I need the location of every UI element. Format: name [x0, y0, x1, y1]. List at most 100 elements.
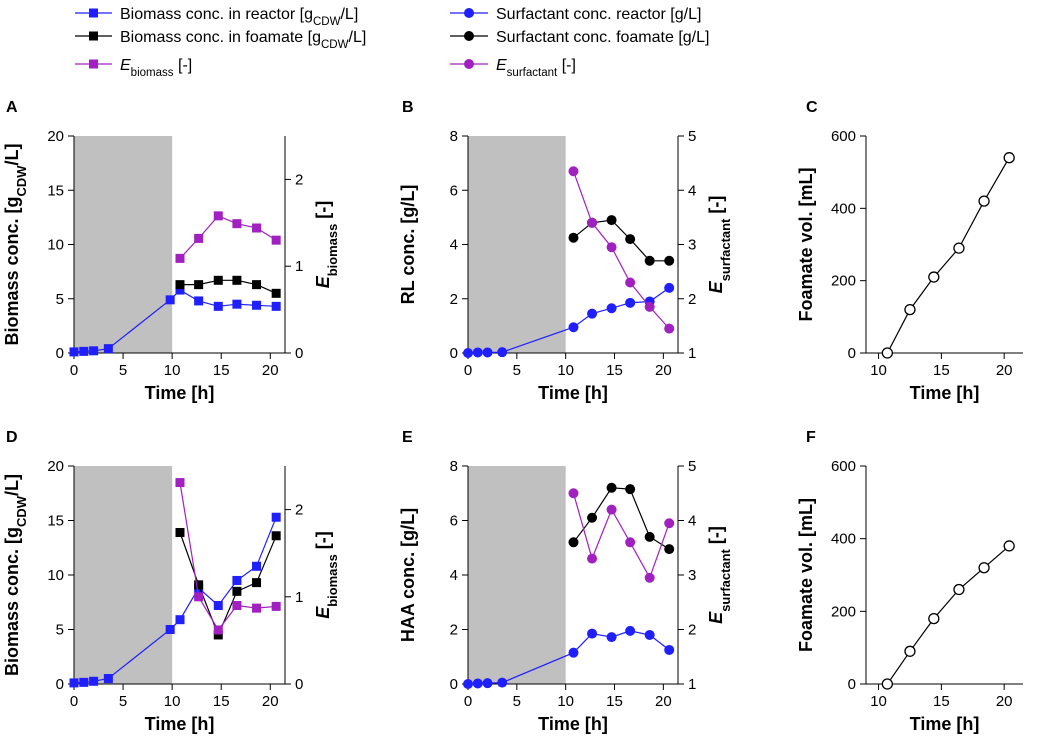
- data-point: [252, 603, 262, 613]
- y-tick-label: 6: [450, 513, 458, 530]
- batch-phase-shade: [468, 466, 566, 684]
- data-point: [271, 288, 281, 298]
- y2-axis-title-sub: surfactant: [718, 548, 733, 611]
- data-point: [625, 484, 636, 495]
- data-point: [953, 583, 965, 596]
- series-line: [573, 219, 670, 262]
- data-point: [625, 537, 636, 548]
- y2-tick-label: 1: [688, 345, 696, 362]
- data-point: [644, 531, 655, 542]
- series-surfactant-conc-reactor: [463, 625, 675, 689]
- y-tick-label: 10: [47, 567, 64, 584]
- data-point: [953, 242, 965, 254]
- y-axis-title: Foamate vol. [mL]: [796, 167, 816, 321]
- y2-axis-title: Ebiomass [-]: [313, 531, 340, 619]
- legend-label-post: [-]: [557, 57, 576, 74]
- y-tick-label: 400: [831, 200, 856, 217]
- data-point: [175, 280, 185, 290]
- y2-axis-title-main: E: [706, 280, 726, 293]
- legend-label-main: E: [496, 57, 507, 74]
- y-axis-title-main: Foamate vol. [mL]: [796, 167, 816, 321]
- y-tick-label: 2: [450, 622, 458, 639]
- y-tick-label: 2: [450, 291, 458, 308]
- data-point: [271, 512, 281, 522]
- data-point: [587, 628, 598, 639]
- data-point: [252, 300, 262, 310]
- legend-label: Ebiomass [-]: [120, 57, 192, 79]
- panel-letter: E: [402, 429, 413, 446]
- y-axis-title-main: Biomass conc. [g: [2, 196, 22, 345]
- data-point: [175, 615, 185, 625]
- series-biomass-conc-in-foamate: [175, 275, 281, 298]
- legend-label: Surfactant conc. foamate [g/L]: [496, 29, 709, 46]
- data-point: [587, 512, 598, 523]
- y2-axis-title: Ebiomass [-]: [313, 201, 340, 289]
- legend-label-post: /L]: [340, 6, 358, 23]
- x-axis-title: Time [h]: [538, 383, 608, 403]
- y-tick-label: 200: [831, 273, 856, 290]
- x-tick-label: 15: [933, 362, 950, 379]
- data-point: [928, 612, 940, 625]
- panel-letter: B: [402, 99, 414, 116]
- data-point: [271, 531, 281, 541]
- y-axis-title-main: HAA conc. [g/L]: [398, 508, 418, 642]
- x-tick-label: 0: [464, 693, 472, 710]
- y-tick-label: 15: [47, 513, 64, 530]
- legend-marker: [89, 31, 98, 41]
- y-tick-label: 0: [848, 345, 856, 362]
- data-point: [978, 195, 990, 207]
- y-tick-label: 6: [450, 182, 458, 199]
- y2-tick-label: 2: [295, 502, 303, 519]
- data-point: [606, 215, 617, 226]
- data-point: [194, 592, 204, 602]
- panel-b: B 0 5 10 15 20 0 2 4 6 8 1 2 3 4 5 Time [h] RL conc. [g/L…: [398, 99, 733, 403]
- data-point: [904, 645, 916, 657]
- legend-marker: [464, 31, 474, 41]
- data-point: [482, 678, 493, 689]
- legend-item-surf_reactor: Surfactant conc. reactor [g/L]: [450, 6, 701, 23]
- panel-letter: F: [806, 429, 816, 446]
- legend-marker: [464, 8, 474, 18]
- x-axis-title: Time [h]: [910, 714, 980, 734]
- legend-label: Surfactant conc. reactor [g/L]: [496, 6, 701, 23]
- x-tick-label: 10: [557, 693, 574, 710]
- y-axis-title-post: /L]: [2, 474, 22, 496]
- legend-label-sub: surfactant: [507, 67, 558, 79]
- data-point: [213, 211, 223, 221]
- x-tick-label: 15: [606, 693, 623, 710]
- x-tick-label: 15: [933, 693, 950, 710]
- x-tick-label: 10: [557, 362, 574, 379]
- data-point: [103, 674, 113, 684]
- y2-tick-label: 1: [295, 589, 303, 606]
- y2-tick-label: 1: [295, 258, 303, 275]
- y-axis-title-main: Foamate vol. [mL]: [796, 498, 816, 652]
- data-point: [568, 232, 579, 243]
- y2-axis-title-post: [-]: [313, 531, 333, 554]
- data-point: [213, 275, 223, 285]
- x-axis-title: Time [h]: [145, 383, 215, 403]
- y2-axis-title: Esurfactant [-]: [706, 196, 733, 294]
- y2-axis-title-sub: biomass: [325, 224, 340, 277]
- y-tick-label: 20: [47, 128, 64, 145]
- panel-letter: A: [6, 99, 18, 116]
- data-point: [644, 301, 655, 312]
- x-tick-label: 20: [996, 362, 1013, 379]
- data-point: [664, 255, 675, 266]
- data-point: [978, 562, 990, 574]
- data-point: [625, 297, 636, 308]
- y-tick-label: 0: [56, 676, 64, 693]
- x-tick-label: 20: [262, 362, 279, 379]
- data-point: [625, 625, 636, 636]
- legend-label-main: Biomass conc. in reactor [g: [120, 6, 313, 23]
- y-tick-label: 0: [450, 676, 458, 693]
- y-tick-label: 15: [47, 182, 64, 199]
- data-point: [606, 482, 617, 493]
- data-point: [904, 303, 916, 316]
- data-point: [482, 347, 493, 358]
- data-point: [644, 255, 655, 266]
- series-e-biomass: [175, 478, 281, 635]
- x-tick-label: 5: [513, 693, 521, 710]
- series-surfactant-conc-foamate: [568, 482, 675, 555]
- panel-letter: D: [6, 429, 18, 446]
